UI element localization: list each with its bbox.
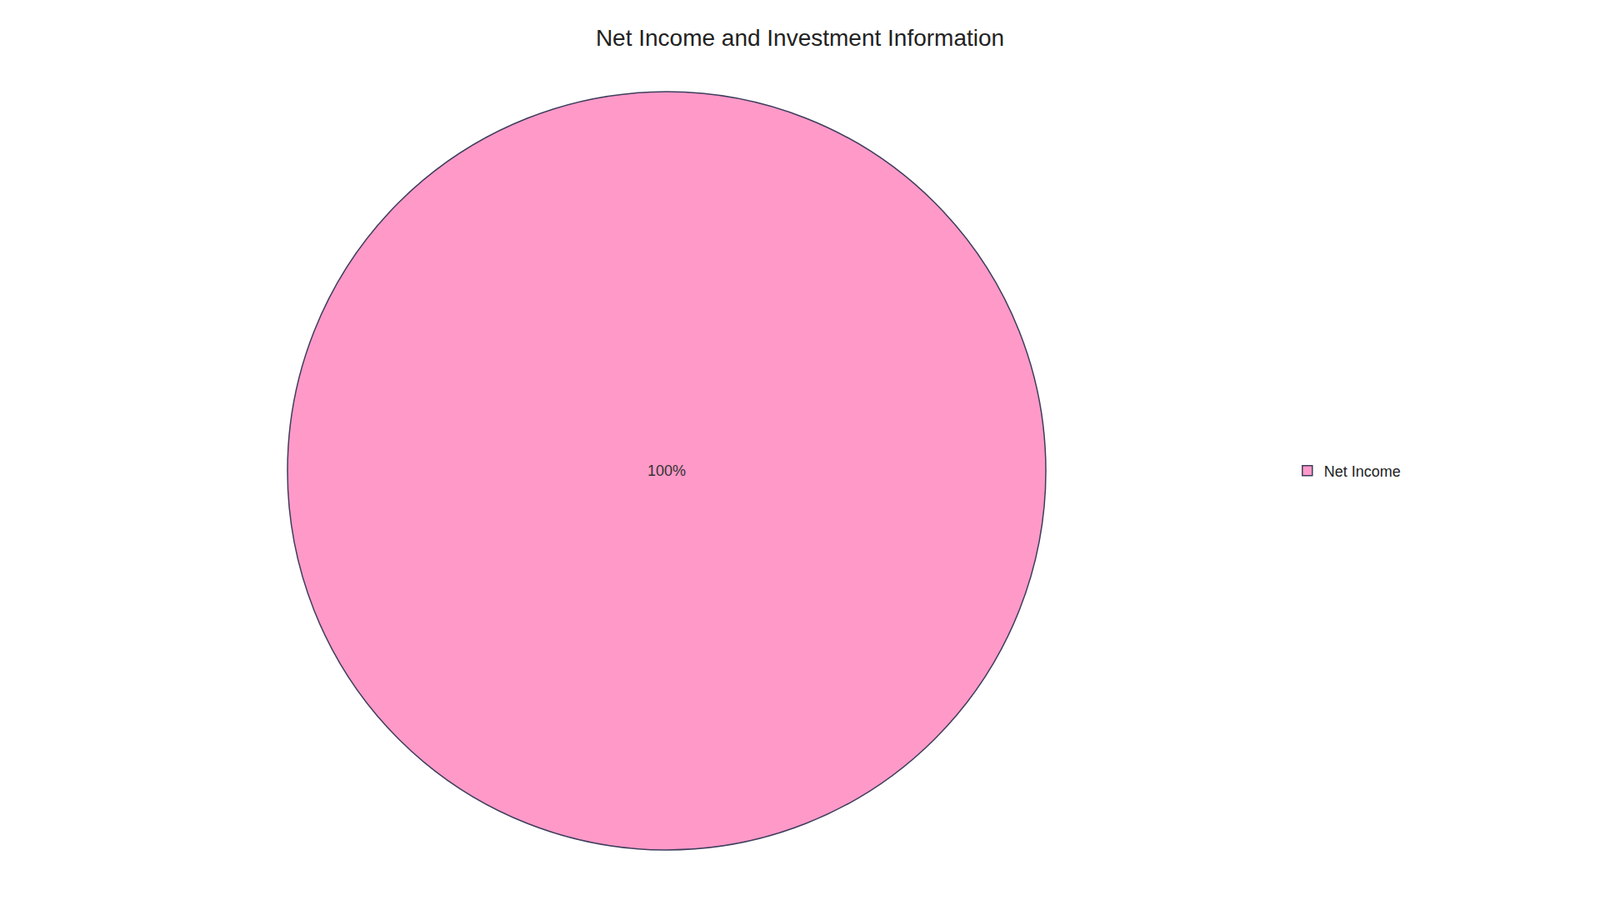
- svg-text:Net Income: Net Income: [1324, 463, 1401, 480]
- svg-text:100%: 100%: [647, 462, 686, 480]
- svg-text:Net Income and Investment Info: Net Income and Investment Information: [595, 25, 1005, 51]
